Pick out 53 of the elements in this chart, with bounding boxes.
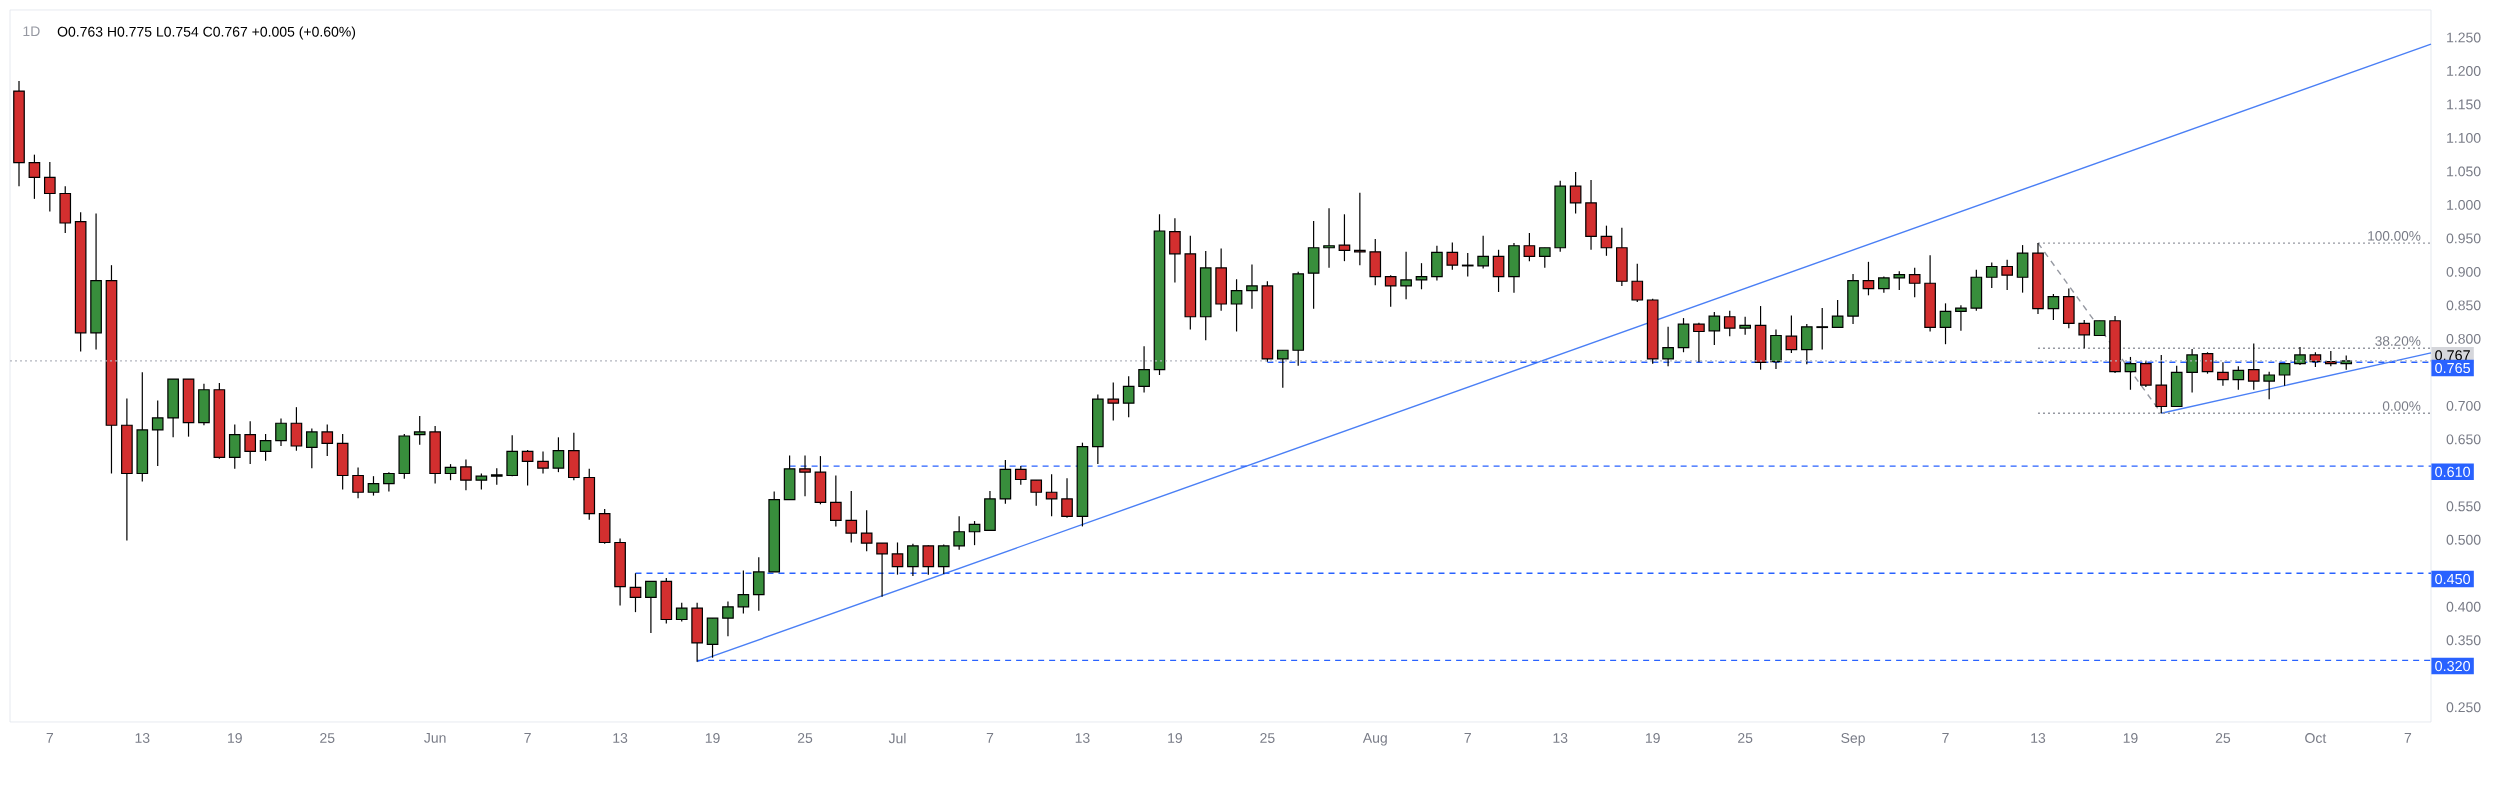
x-tick-label: 7 [986,733,994,743]
x-tick-label: 25 [320,733,335,743]
x-tick-label: 19 [2123,733,2138,743]
x-tick-label: Oct [2305,733,2327,743]
annotation: 0.320 [2435,660,2471,672]
y-tick-label: 0.850 [2446,300,2481,311]
y-tick-label: 0.400 [2446,601,2481,612]
y-tick-label: 1.100 [2447,132,2481,143]
x-tick-label: 25 [1260,733,1275,743]
y-tick-label: 0.650 [2446,434,2481,445]
x-tick-label: 19 [228,733,242,743]
y-tick-label: 0.500 [2446,534,2481,545]
annotation: 100.00% [2368,231,2421,241]
y-tick-label: 0.550 [2446,501,2481,512]
x-tick-label: 13 [2031,733,2046,743]
x-tick-label: 25 [797,733,813,743]
y-tick-label: 1.150 [2447,99,2481,110]
y-tick-label: 0.800 [2446,333,2481,344]
x-tick-label: 25 [1738,733,1753,743]
x-tick-label: 19 [705,733,720,743]
y-tick-label: 0.700 [2446,400,2481,411]
x-tick-label: 7 [1464,733,1471,743]
text: O0.763 H0.775 L0.754 C0.767 +0.005 (+0.60%) [57,26,356,40]
y-tick-label: 1.050 [2447,166,2481,177]
x-tick-label: 13 [1553,733,1568,743]
x-tick-label: 7 [524,733,531,743]
ref-line-label: 0.767 [2435,350,2470,361]
annotation: 0.00% [2382,401,2421,411]
x-tick-label: Jul [888,733,906,744]
x-tick-label: 13 [613,733,628,743]
x-tick-label: 7 [1942,733,1949,743]
text: 1D [23,26,40,37]
y-tick-label: 1.000 [2447,199,2481,210]
x-tick-label: Jun [424,733,446,743]
y-tick-label: 0.250 [2446,702,2481,713]
x-tick-label: 13 [135,733,150,743]
y-tick-label: 1.200 [2447,66,2481,76]
x-tick-label: Sep [1841,733,1865,746]
x-tick-label: 7 [2404,733,2412,743]
x-tick-label: 13 [1075,733,1090,743]
x-tick-label: 7 [46,733,54,743]
x-tick-label: 25 [2215,733,2231,743]
y-tick-label: 0.950 [2446,233,2481,244]
annotation: 0.765 [2435,362,2471,374]
y-tick-label: 1.250 [2447,32,2481,43]
x-tick-label: 19 [1645,733,1660,743]
x-tick-label: Aug [1362,733,1387,746]
y-tick-label: 0.900 [2446,266,2481,277]
y-tick-label: 0.350 [2446,635,2481,646]
annotation: 0.610 [2435,466,2471,477]
annotation: 38.20% [2375,336,2421,346]
annotation: 0.450 [2435,573,2471,585]
x-tick-label: 19 [1168,733,1183,743]
